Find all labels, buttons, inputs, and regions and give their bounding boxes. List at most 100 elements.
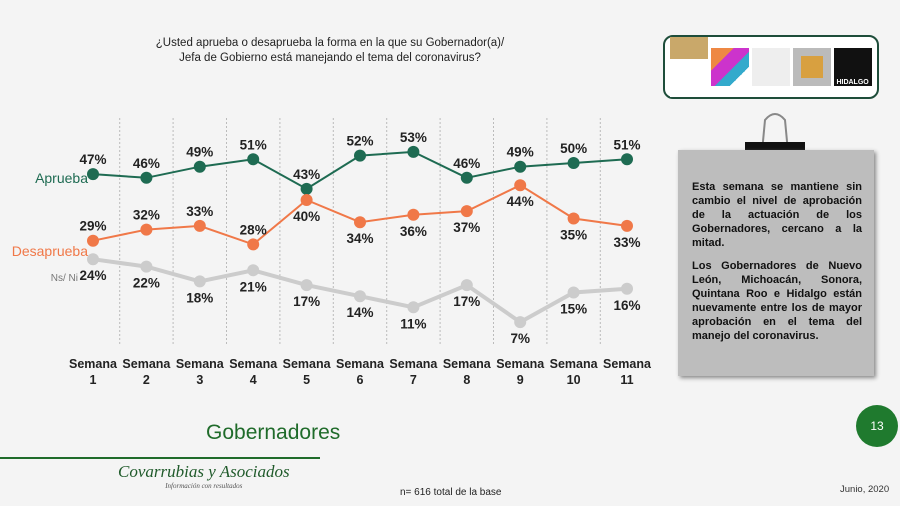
data-point xyxy=(407,301,420,314)
x-tick-label: 4 xyxy=(250,373,257,387)
x-tick-label: Semana xyxy=(283,357,332,371)
data-label: 21% xyxy=(240,279,267,294)
data-label: 51% xyxy=(240,137,267,152)
data-point xyxy=(247,153,260,166)
brand-tagline: Información con resultados xyxy=(165,482,243,490)
data-point xyxy=(567,286,580,299)
legend-label: Ns/ Ni xyxy=(51,273,78,284)
data-label: 17% xyxy=(453,294,480,309)
x-tick-label: 8 xyxy=(463,373,470,387)
data-point xyxy=(407,145,420,158)
data-label: 40% xyxy=(293,209,320,224)
note-paragraph: Esta semana se mantiene sin cambio el ni… xyxy=(692,181,862,249)
data-point xyxy=(514,160,527,173)
data-point xyxy=(567,212,580,225)
data-label: 49% xyxy=(507,145,534,160)
logo-nuevo-leon xyxy=(670,37,709,97)
title-line: ¿Usted aprueba o desaprueba la forma en … xyxy=(155,37,505,49)
data-label: 18% xyxy=(186,290,213,305)
x-tick-label: Semana xyxy=(603,357,652,371)
data-point xyxy=(460,205,473,218)
x-tick-label: Semana xyxy=(229,357,278,371)
data-label: 44% xyxy=(507,194,534,209)
data-point xyxy=(354,290,366,303)
x-tick-label: 6 xyxy=(357,373,364,387)
data-label: 35% xyxy=(560,228,587,243)
section-title: Gobernadores xyxy=(206,421,341,444)
data-point xyxy=(567,157,580,169)
data-point xyxy=(460,279,473,292)
page-number: 13 xyxy=(856,405,898,447)
data-label: 16% xyxy=(613,298,640,313)
divider xyxy=(0,457,320,459)
x-tick-label: Semana xyxy=(336,357,385,371)
data-point xyxy=(193,160,206,173)
data-label: 14% xyxy=(346,305,373,320)
data-point xyxy=(354,216,366,229)
data-point xyxy=(354,149,366,162)
data-point xyxy=(193,219,206,232)
data-label: 36% xyxy=(400,224,427,239)
data-point xyxy=(407,208,420,221)
data-label: 51% xyxy=(613,137,640,152)
data-label: 11% xyxy=(400,316,426,331)
legend-label: Desaprueba xyxy=(12,243,88,259)
legend-label: Aprueba xyxy=(35,170,88,186)
brand-logo: Covarrubias y Asociados Información con r… xyxy=(118,463,290,494)
data-label: 46% xyxy=(453,156,480,171)
data-point xyxy=(621,153,633,166)
data-label: 32% xyxy=(133,208,160,223)
x-tick-label: 2 xyxy=(143,373,150,387)
data-point xyxy=(87,168,99,181)
x-tick-label: Semana xyxy=(176,357,225,371)
data-label: 17% xyxy=(293,294,320,309)
chart-title: ¿Usted aprueba o desaprueba la forma en … xyxy=(150,36,510,66)
x-tick-label: Semana xyxy=(122,357,171,371)
data-point xyxy=(193,275,206,288)
data-point xyxy=(514,316,527,329)
data-label: 33% xyxy=(186,204,213,219)
data-point xyxy=(87,253,99,266)
data-label: 7% xyxy=(510,331,530,346)
data-point xyxy=(621,282,633,295)
x-tick-label: Semana xyxy=(443,357,492,371)
summary-note: Esta semana se mantiene sin cambio el ni… xyxy=(678,150,874,376)
x-tick-label: 7 xyxy=(410,373,417,387)
data-label: 22% xyxy=(133,276,160,291)
data-label: 15% xyxy=(560,302,587,317)
data-label: 33% xyxy=(613,235,640,250)
data-point xyxy=(247,264,260,277)
x-tick-label: 1 xyxy=(90,373,97,387)
data-label: 47% xyxy=(79,152,106,167)
data-label: 49% xyxy=(186,145,213,160)
data-point xyxy=(140,223,153,236)
note-paragraph: Los Gobernadores de Nuevo León, Michoacá… xyxy=(692,260,862,342)
x-tick-label: 10 xyxy=(567,373,581,387)
date: Junio, 2020 xyxy=(840,484,890,495)
data-label: 37% xyxy=(453,220,480,235)
data-label: 29% xyxy=(79,219,106,234)
data-point xyxy=(460,171,473,184)
x-tick-label: Semana xyxy=(69,357,118,371)
data-label: 53% xyxy=(400,130,427,145)
data-point xyxy=(300,194,313,206)
state-logos: HIDALGO xyxy=(663,35,879,99)
data-label: 46% xyxy=(133,156,160,171)
data-label: 52% xyxy=(346,134,373,149)
line-chart: Semana 1 Semana 2 Semana 3 Semana 4 Semana 5 Seman… xyxy=(12,118,652,387)
title-line: Jefa de Gobierno está manejando el tema … xyxy=(179,52,481,64)
data-label: 34% xyxy=(346,231,373,246)
data-point xyxy=(140,171,153,184)
data-point xyxy=(300,182,313,195)
data-point xyxy=(247,238,260,251)
x-tick-label: Semana xyxy=(389,357,438,371)
x-tick-label: Semana xyxy=(496,357,545,371)
data-label: 24% xyxy=(79,268,106,283)
logo-hidalgo: HIDALGO xyxy=(833,48,872,86)
data-label: 50% xyxy=(560,141,587,156)
x-tick-label: 5 xyxy=(303,373,310,387)
logo-quintana-roo xyxy=(792,48,831,86)
logo-sonora xyxy=(751,48,790,86)
data-point xyxy=(300,279,313,292)
data-label: 28% xyxy=(240,222,267,237)
